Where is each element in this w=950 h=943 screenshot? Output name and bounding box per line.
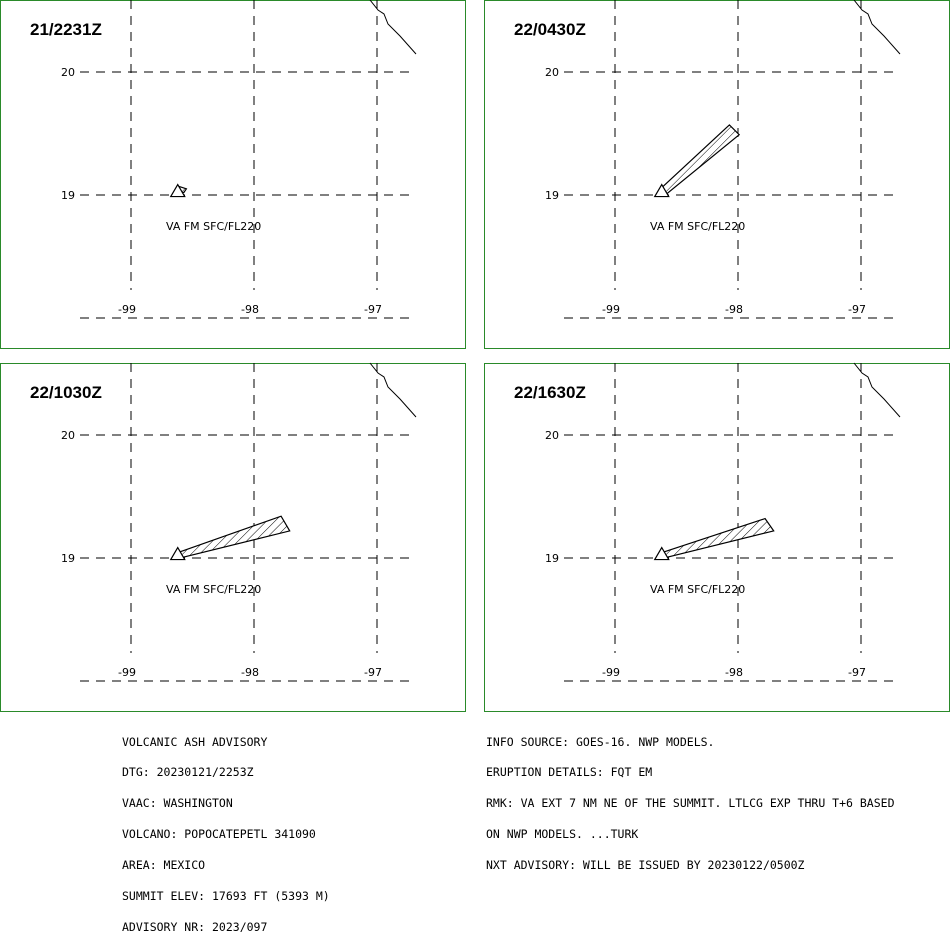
map-panel-3: 22/1030Z 20 19 -99 -98 -97 VA FM SFC/FL220 — [0, 362, 466, 712]
lon-tick-label: -97 — [848, 666, 866, 679]
lon-tick-label: -99 — [602, 666, 620, 679]
advisory-text-left: VOLCANIC ASH ADVISORY DTG: 20230121/2253… — [122, 716, 330, 943]
map-panel-4: 22/1630Z 20 19 -99 -98 -97 VA FM SFC/FL220 — [484, 362, 950, 712]
panel-time-title: 21/2231Z — [30, 20, 102, 39]
ash-cloud-polygon — [659, 517, 775, 559]
ash-level-label: VA FM SFC/FL220 — [650, 220, 745, 233]
advisory-text-right: INFO SOURCE: GOES-16. NWP MODELS. ERUPTI… — [486, 716, 895, 881]
advisory-line: RMK: VA EXT 7 NM NE OF THE SUMMIT. LTLCG… — [486, 796, 895, 811]
lon-tick-label: -98 — [241, 666, 259, 679]
map-panel-1: 21/2231Z 20 19 -99 -98 -97 VA FM SFC/FL220 — [0, 0, 466, 349]
lon-tick-label: -97 — [364, 303, 382, 316]
panel-time-title: 22/1030Z — [30, 383, 102, 402]
lon-tick-label: -97 — [364, 666, 382, 679]
lat-tick-label: 19 — [545, 552, 559, 565]
advisory-line: VAAC: WASHINGTON — [122, 796, 233, 811]
lon-tick-label: -99 — [602, 303, 620, 316]
advisory-line: ERUPTION DETAILS: FQT EM — [486, 765, 653, 780]
panel-frame — [0, 0, 466, 349]
advisory-line: VOLCANIC ASH ADVISORY — [122, 734, 268, 749]
coastline — [369, 0, 417, 55]
lat-tick-label: 20 — [61, 429, 75, 442]
volcano-triangle-icon — [653, 546, 670, 561]
panel-time-title: 22/0430Z — [514, 20, 586, 39]
advisory-line: INFO SOURCE: GOES-16. NWP MODELS. — [486, 734, 715, 749]
advisory-line: NXT ADVISORY: WILL BE ISSUED BY 20230122… — [486, 858, 805, 873]
lat-tick-label: 19 — [61, 189, 75, 202]
coastline — [369, 362, 417, 418]
ash-cloud-polygon — [659, 124, 741, 195]
advisory-line: SUMMIT ELEV: 17693 FT (5393 M) — [122, 889, 330, 904]
lat-tick-label: 19 — [61, 552, 75, 565]
advisory-line: ADVISORY NR: 2023/097 — [122, 919, 268, 934]
panel-frame — [0, 363, 466, 712]
coastline — [853, 0, 901, 55]
map-panel-2: 22/0430Z 20 19 -99 -98 -97 VA FM SFC/FL220 — [484, 0, 950, 349]
coastline — [853, 362, 901, 418]
ash-level-label: VA FM SFC/FL220 — [166, 583, 261, 596]
volcano-triangle-icon — [653, 183, 670, 198]
panel-time-title: 22/1630Z — [514, 383, 586, 402]
lon-tick-label: -99 — [118, 666, 136, 679]
ash-cloud-polygon — [175, 515, 291, 559]
panel-frame — [484, 0, 950, 349]
lat-tick-label: 20 — [545, 429, 559, 442]
lon-tick-label: -98 — [725, 666, 743, 679]
lat-tick-label: 20 — [61, 66, 75, 79]
advisory-line: ON NWP MODELS. ...TURK — [486, 827, 639, 842]
lon-tick-label: -97 — [848, 303, 866, 316]
lon-tick-label: -99 — [118, 303, 136, 316]
advisory-line: VOLCANO: POPOCATEPETL 341090 — [122, 827, 316, 842]
ash-level-label: VA FM SFC/FL220 — [166, 220, 261, 233]
volcano-triangle-icon — [169, 183, 186, 198]
lon-tick-label: -98 — [725, 303, 743, 316]
lon-tick-label: -98 — [241, 303, 259, 316]
advisory-line: DTG: 20230121/2253Z — [122, 765, 254, 780]
ash-level-label: VA FM SFC/FL220 — [650, 583, 745, 596]
advisory-line: AREA: MEXICO — [122, 858, 206, 873]
lat-tick-label: 19 — [545, 189, 559, 202]
lat-tick-label: 20 — [545, 66, 559, 79]
volcano-triangle-icon — [169, 546, 186, 561]
